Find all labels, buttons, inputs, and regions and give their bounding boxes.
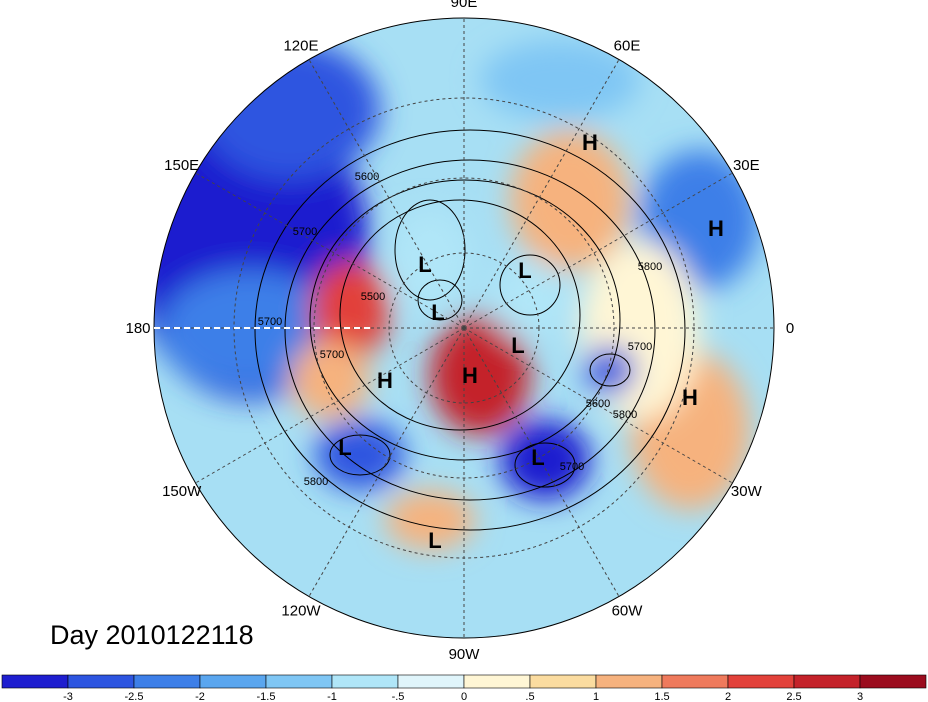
graticule — [154, 18, 774, 638]
colorbar-segment — [199, 674, 267, 689]
longitude-label: 30W — [731, 483, 763, 500]
contour-label: 5700 — [560, 461, 584, 473]
pressure-center-high: H — [708, 216, 724, 241]
colorbar-tick-label: 1.5 — [654, 691, 669, 702]
colorbar-tick-label: 0 — [461, 691, 467, 702]
contour-label: 5600 — [355, 171, 379, 183]
pressure-center-high: H — [462, 363, 478, 388]
pressure-center-high: H — [377, 368, 393, 393]
longitude-label: 180 — [125, 320, 150, 337]
contour-label: 5700 — [628, 341, 652, 353]
colorbar-tick-label: -2.5 — [125, 691, 144, 702]
longitude-label: 120W — [281, 602, 321, 619]
contour-label: 5700 — [258, 316, 282, 328]
contour-label: 5800 — [613, 409, 637, 421]
longitude-label: 60E — [614, 38, 641, 55]
colorbar-segment — [727, 674, 795, 689]
contour-label: 5800 — [304, 476, 328, 488]
longitude-label: 90W — [449, 646, 481, 663]
colorbar-tick-label: 1 — [593, 691, 599, 702]
colorbar: -3 -2.5 -2 -1.5 -1 -.5 0 .5 1 1.5 2 2.5 3 — [1, 674, 927, 702]
contour-label: 5800 — [638, 261, 662, 273]
colorbar-segment — [133, 674, 201, 689]
colorbar-tick-label: 3 — [857, 691, 863, 702]
longitude-label: 60W — [612, 602, 644, 619]
contour-label: 5700 — [293, 226, 317, 238]
pressure-center-low: L — [338, 435, 351, 460]
contour-label: 5500 — [361, 291, 385, 303]
colorbar-tick-label: 2.5 — [786, 691, 801, 702]
longitude-label: 0 — [786, 320, 794, 337]
colorbar-segment — [529, 674, 597, 689]
colorbar-tick-label: -3 — [63, 691, 73, 702]
colorbar-segment — [463, 674, 531, 689]
longitude-label: 90E — [451, 0, 478, 11]
contour-value-labels: 5600570055005700570058005700560058005700… — [258, 171, 662, 488]
pressure-center-low: L — [431, 300, 444, 325]
pressure-center-low: L — [428, 528, 441, 553]
colorbar-segment — [859, 674, 927, 689]
colorbar-segment — [265, 674, 333, 689]
pressure-center-low: L — [531, 445, 544, 470]
colorbar-segment — [1, 674, 69, 689]
longitude-label: 150E — [164, 157, 199, 174]
pressure-center-high: H — [582, 130, 598, 155]
contour-label: 5700 — [320, 349, 344, 361]
map-title: Day 2010122118 — [50, 620, 254, 650]
colorbar-segment — [331, 674, 399, 689]
contour-label: 5600 — [586, 398, 610, 410]
colorbar-segment — [397, 674, 465, 689]
longitude-label: 120E — [283, 38, 318, 55]
colorbar-tick-label: -1 — [327, 691, 337, 702]
longitude-label: 150W — [162, 483, 202, 500]
pressure-center-low: L — [518, 258, 531, 283]
colorbar-tick-label: -2 — [195, 691, 205, 702]
longitude-labels: 90E 60E 30E 0 30W 60W 90W 120W 150W 180 150E 120E — [125, 0, 794, 663]
longitude-label: 30E — [733, 157, 760, 174]
pressure-center-low: L — [511, 333, 524, 358]
colorbar-segment — [793, 674, 861, 689]
pressure-center-low: L — [418, 252, 431, 277]
colorbar-segment — [67, 674, 135, 689]
height-contours — [254, 129, 686, 531]
colorbar-tick-label: -1.5 — [257, 691, 276, 702]
colorbar-tick-label: 2 — [725, 691, 731, 702]
colorbar-segment — [661, 674, 729, 689]
pressure-center-high: H — [682, 385, 698, 410]
colorbar-tick-label: -.5 — [392, 691, 405, 702]
colorbar-segment — [595, 674, 663, 689]
colorbar-tick-label: .5 — [525, 691, 534, 702]
anomaly-field — [154, 18, 774, 638]
